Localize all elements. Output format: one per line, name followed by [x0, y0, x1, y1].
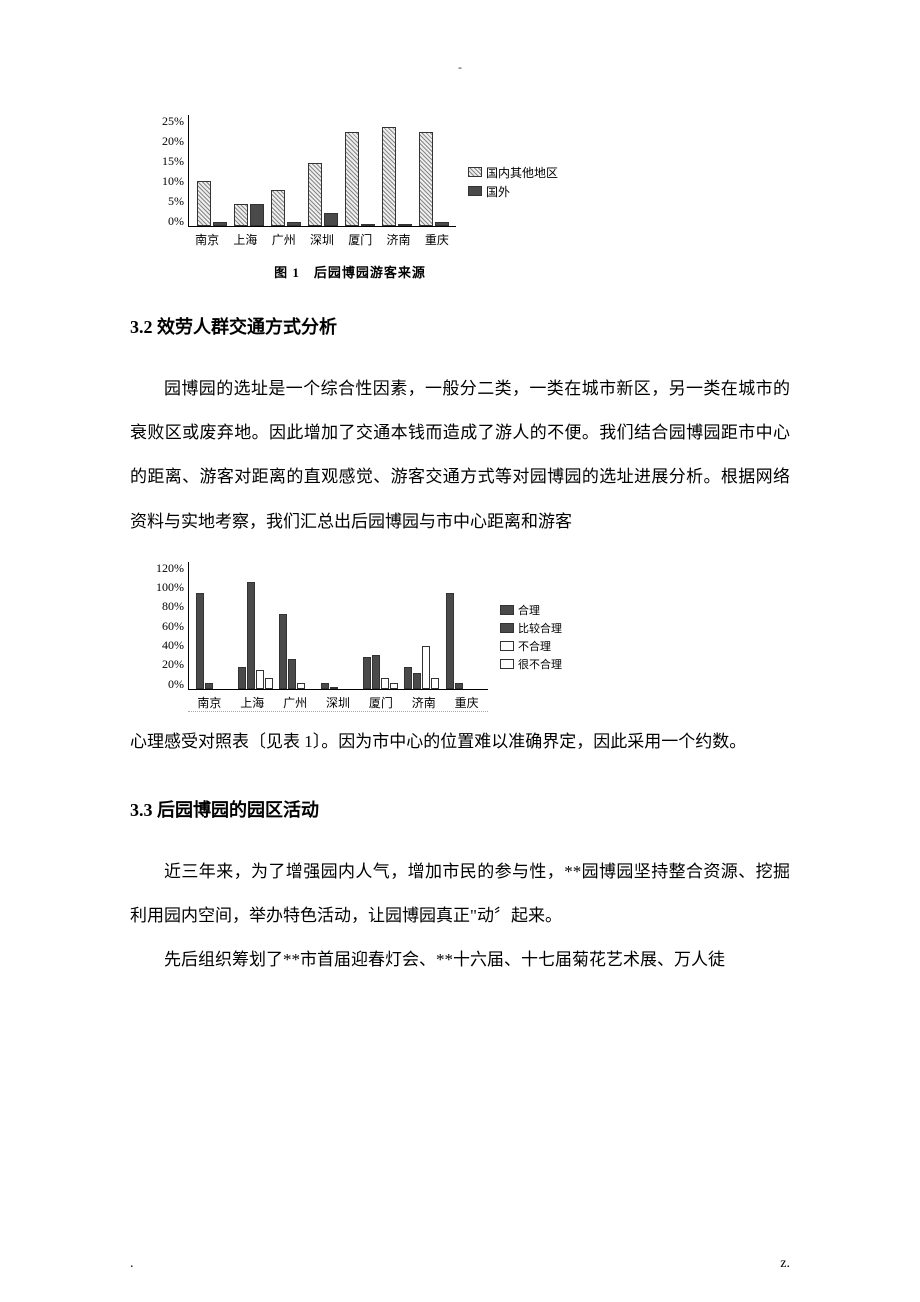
chart2-plot [188, 562, 488, 690]
chart1-plot [188, 115, 456, 227]
chart1-legend: 国内其他地区国外 [468, 115, 558, 248]
chart2-legend: 合理比较合理不合理很不合理 [500, 562, 562, 712]
chart1-y-axis: 25%20%15%10%5%0% [136, 115, 184, 227]
section-3-3-title: 3.3 后园博园的园区活动 [130, 796, 790, 822]
chart1-caption: 图 1 后园博园游客来源 [140, 262, 560, 281]
paragraph-after-chart2: 心理感受对照表〔见表 1〕。因为市中心的位置难以准确界定，因此采用一个约数。 [130, 720, 790, 764]
footer-dot: . [130, 1256, 134, 1272]
header-mark: - [130, 60, 790, 75]
footer-z: z. [780, 1256, 790, 1272]
chart2-y-axis: 120%100%80%60%40%20%0% [136, 562, 184, 690]
paragraph-3: 近三年来，为了增强园内人气，增加市民的参与性，**园博园坚持整合资源、挖掘利用园… [130, 850, 790, 938]
chart2: 120%100%80%60%40%20%0% 南京上海广州深圳厦门济南重庆 合理… [140, 562, 580, 712]
chart1-x-axis: 南京上海广州深圳厦门济南重庆 [188, 231, 456, 248]
paragraph-4: 先后组织筹划了**市首届迎春灯会、**十六届、十七届菊花艺术展、万人徒 [130, 938, 790, 982]
chart1: 25%20%15%10%5%0% 南京上海广州深圳厦门济南重庆 国内其他地区国外… [140, 115, 560, 281]
chart2-x-axis: 南京上海广州深圳厦门济南重庆 [188, 694, 488, 711]
section-3-2-title: 3.2 效劳人群交通方式分析 [130, 313, 790, 339]
paragraph-1: 园博园的选址是一个综合性因素，一般分二类，一类在城市新区，另一类在城市的衰败区或… [130, 367, 790, 544]
